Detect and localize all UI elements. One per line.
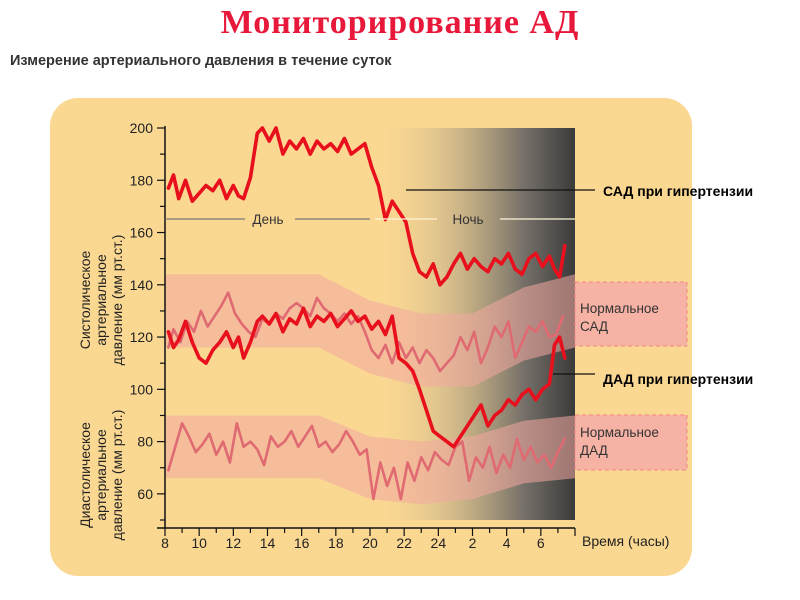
day-night-legend: День Ночь (165, 212, 575, 227)
label-sad-hypertension: САД при гипертензии (603, 183, 753, 199)
x-tick-label: 10 (191, 535, 207, 551)
x-tick-label: 22 (396, 535, 412, 551)
y-tick-label: 100 (130, 381, 154, 397)
annotation-normal-sad: Нормальное САД (574, 281, 688, 347)
day-label: День (252, 212, 283, 227)
annotation-normal-dad: Нормальное ДАД (574, 414, 688, 471)
svg-text:артериальное: артериальное (93, 254, 109, 346)
svg-text:артериальное: артериальное (93, 429, 109, 521)
label-normal-dad-1: Нормальное (580, 425, 659, 440)
x-tick-label: 18 (328, 535, 344, 551)
x-tick-label: 14 (260, 535, 276, 551)
x-tick-label: 6 (537, 535, 545, 551)
svg-text:Диастолическое: Диастолическое (77, 422, 93, 528)
series-sad-hypertension (166, 126, 567, 287)
x-tick-label: 20 (362, 535, 378, 551)
x-tick-label: 24 (431, 535, 447, 551)
normal-band-0 (165, 274, 575, 387)
svg-text:давление (мм рт.ст.): давление (мм рт.ст.) (109, 235, 125, 366)
x-tick-label: 2 (469, 535, 477, 551)
label-normal-sad-1: Нормальное (580, 301, 659, 316)
annotation-sad-hypertension: САД при гипертензии (406, 183, 753, 199)
x-tick-label: 16 (294, 535, 310, 551)
page-subtitle: Измерение артериального давления в течен… (10, 53, 392, 69)
x-tick-label: 8 (161, 535, 169, 551)
normal-band-1 (165, 415, 575, 505)
y-tick-label: 200 (130, 120, 154, 136)
svg-text:давление (мм рт.ст.): давление (мм рт.ст.) (109, 410, 125, 541)
y-axis-label-bottom: Диастолическое артериальное давление (мм… (77, 410, 125, 541)
label-normal-sad-2: САД (580, 319, 608, 334)
label-dad-hypertension: ДАД при гипертензии (603, 371, 753, 387)
series-dad-hypertension (166, 306, 567, 449)
page-title: Мониторирование АД (220, 4, 580, 41)
series-normal-sad (167, 291, 565, 373)
y-tick-label: 160 (130, 225, 154, 241)
y-axis-label-top: Систолическое артериальное давление (мм … (77, 235, 125, 366)
x-tick-label: 12 (226, 535, 242, 551)
y-tick-label: 180 (130, 172, 154, 188)
y-tick-label: 60 (137, 486, 153, 502)
annotation-dad-hypertension: ДАД при гипертензии (553, 371, 753, 387)
x-tick-label: 4 (503, 535, 511, 551)
y-tick-label: 120 (130, 329, 154, 345)
y-tick-label: 80 (137, 434, 153, 450)
y-tick-label: 140 (130, 277, 154, 293)
label-normal-dad-2: ДАД (580, 443, 608, 458)
series-normal-dad (167, 421, 567, 501)
x-axis-label: Время (часы) (582, 533, 669, 549)
night-label: Ночь (452, 212, 483, 227)
svg-text:Систолическое: Систолическое (77, 250, 93, 349)
